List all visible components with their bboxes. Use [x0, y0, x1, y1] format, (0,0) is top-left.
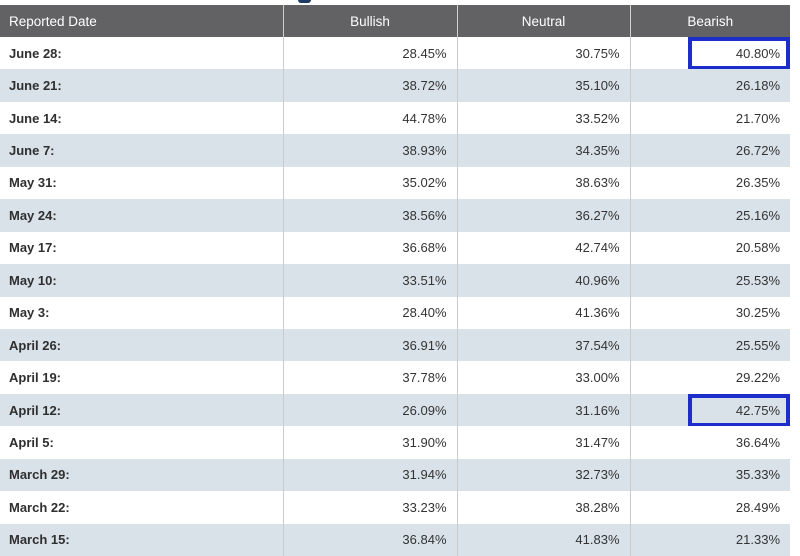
reported-date-cell: April 26: — [0, 328, 283, 362]
bearish-value-cell: 42.75% — [629, 393, 790, 427]
highlight-box — [688, 37, 790, 70]
table-row: May 24: 38.56% 36.27% 25.16% — [0, 199, 790, 232]
bearish-value-cell: 26.18% — [629, 69, 790, 102]
reported-date-cell: April 19: — [0, 361, 283, 394]
bullish-value-cell: 36.91% — [282, 328, 457, 362]
neutral-value-cell: 38.28% — [456, 491, 630, 524]
bearish-value-cell: 26.35% — [629, 166, 790, 200]
neutral-value-cell: 36.27% — [456, 199, 630, 232]
bearish-value-cell: 28.49% — [629, 491, 790, 524]
bearish-value-cell: 25.53% — [629, 264, 790, 297]
bullish-value-cell: 31.94% — [282, 458, 457, 492]
table-row: April 19: 37.78% 33.00% 29.22% — [0, 361, 790, 394]
reported-date-cell: March 15: — [0, 523, 283, 556]
table-header: Reported Date Bullish Neutral Bearish — [0, 5, 790, 37]
reported-date-cell: June 14: — [0, 101, 283, 135]
header-row: Reported Date Bullish Neutral Bearish — [0, 5, 790, 37]
bearish-value-cell: 25.16% — [629, 199, 790, 232]
reported-date-cell: May 10: — [0, 264, 283, 297]
neutral-value-cell: 41.36% — [456, 296, 630, 329]
bullish-value-cell: 37.78% — [282, 361, 457, 394]
table-row: March 29: 31.94% 32.73% 35.33% — [0, 458, 790, 492]
neutral-value-cell: 41.83% — [456, 523, 630, 556]
neutral-value-cell: 38.63% — [456, 166, 630, 200]
table-row: May 17: 36.68% 42.74% 20.58% — [0, 231, 790, 265]
bullish-value-cell: 36.68% — [282, 231, 457, 265]
neutral-value-cell: 35.10% — [456, 69, 630, 102]
neutral-value-cell: 42.74% — [456, 231, 630, 265]
table-row: April 5: 31.90% 31.47% 36.64% — [0, 426, 790, 459]
bearish-value-cell: 35.33% — [629, 458, 790, 492]
neutral-value-cell: 33.52% — [456, 101, 630, 135]
bullish-value-cell: 36.84% — [282, 523, 457, 556]
bullish-value-cell: 33.51% — [282, 264, 457, 297]
table-row: April 12: 26.09% 31.16% 42.75% — [0, 393, 790, 427]
table-body: June 28: 28.45% 30.75% 40.80% June 21: 38.72%… — [0, 37, 790, 556]
reported-date-cell: May 17: — [0, 231, 283, 265]
bearish-value-cell: 21.33% — [629, 523, 790, 556]
table-row: June 28: 28.45% 30.75% 40.80% — [0, 37, 790, 70]
column-header-neutral: Neutral — [456, 5, 630, 37]
bearish-value-cell: 30.25% — [629, 296, 790, 329]
reported-date-cell: April 12: — [0, 393, 283, 427]
bearish-value-cell: 36.64% — [629, 426, 790, 459]
neutral-value-cell: 33.00% — [456, 361, 630, 394]
highlight-box — [688, 393, 790, 427]
reported-date-cell: April 5: — [0, 426, 283, 459]
table-row: April 26: 36.91% 37.54% 25.55% — [0, 328, 790, 362]
table-row: June 14: 44.78% 33.52% 21.70% — [0, 101, 790, 135]
reported-date-cell: May 31: — [0, 166, 283, 200]
reported-date-cell: May 3: — [0, 296, 283, 329]
neutral-value-cell: 31.16% — [456, 393, 630, 427]
bearish-value-cell: 26.72% — [629, 134, 790, 167]
table-row: March 22: 33.23% 38.28% 28.49% — [0, 491, 790, 524]
bullish-value-cell: 35.02% — [282, 166, 457, 200]
bearish-value-cell: 25.55% — [629, 328, 790, 362]
reported-date-cell: June 21: — [0, 69, 283, 102]
column-header-bearish: Bearish — [629, 5, 790, 37]
sentiment-table: Reported Date Bullish Neutral Bearish Ju… — [0, 5, 790, 556]
neutral-value-cell: 30.75% — [456, 37, 630, 70]
bullish-value-cell: 33.23% — [282, 491, 457, 524]
bullish-value-cell: 38.56% — [282, 199, 457, 232]
neutral-value-cell: 40.96% — [456, 264, 630, 297]
neutral-value-cell: 37.54% — [456, 328, 630, 362]
reported-date-cell: March 22: — [0, 491, 283, 524]
table-row: May 10: 33.51% 40.96% 25.53% — [0, 264, 790, 297]
column-header-bullish: Bullish — [282, 5, 457, 37]
clipped-title-text-fragment — [298, 0, 311, 3]
column-header-reported-date: Reported Date — [0, 5, 283, 37]
table-row: May 31: 35.02% 38.63% 26.35% — [0, 166, 790, 200]
reported-date-cell: May 24: — [0, 199, 283, 232]
bullish-value-cell: 38.93% — [282, 134, 457, 167]
reported-date-cell: June 7: — [0, 134, 283, 167]
table-row: March 15: 36.84% 41.83% 21.33% — [0, 523, 790, 556]
reported-date-cell: March 29: — [0, 458, 283, 492]
bullish-value-cell: 38.72% — [282, 69, 457, 102]
neutral-value-cell: 32.73% — [456, 458, 630, 492]
bullish-value-cell: 44.78% — [282, 101, 457, 135]
bullish-value-cell: 26.09% — [282, 393, 457, 427]
bullish-value-cell: 28.45% — [282, 37, 457, 70]
bearish-value-cell: 40.80% — [629, 37, 790, 70]
bullish-value-cell: 28.40% — [282, 296, 457, 329]
neutral-value-cell: 34.35% — [456, 134, 630, 167]
bearish-value-cell: 20.58% — [629, 231, 790, 265]
bearish-value-cell: 29.22% — [629, 361, 790, 394]
table-row: June 7: 38.93% 34.35% 26.72% — [0, 134, 790, 167]
reported-date-cell: June 28: — [0, 37, 283, 70]
neutral-value-cell: 31.47% — [456, 426, 630, 459]
bullish-value-cell: 31.90% — [282, 426, 457, 459]
table-row: June 21: 38.72% 35.10% 26.18% — [0, 69, 790, 102]
table-row: May 3: 28.40% 41.36% 30.25% — [0, 296, 790, 329]
bearish-value-cell: 21.70% — [629, 101, 790, 135]
